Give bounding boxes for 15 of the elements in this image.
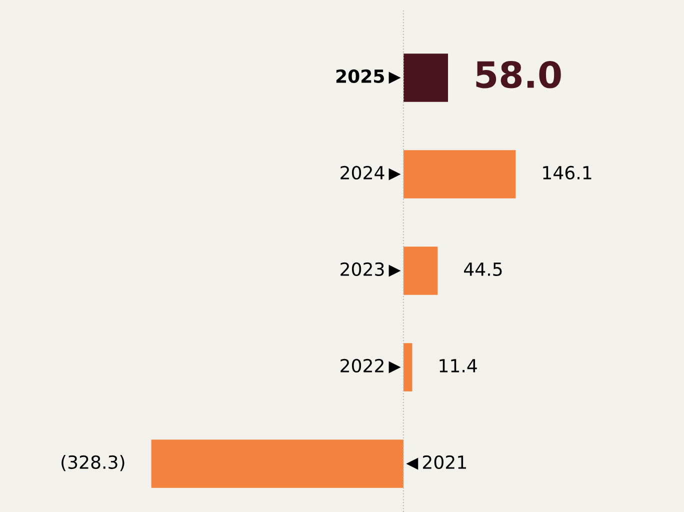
y-tick-label: 2021 — [423, 455, 466, 469]
data-label: 11.4 — [440, 359, 477, 372]
bar — [151, 440, 404, 488]
data-label: 146.1 — [543, 166, 592, 180]
data-label: 58.0 — [476, 60, 561, 88]
bar — [403, 150, 516, 198]
y-tick-label: 2023 — [340, 262, 384, 276]
data-label: (328.3) — [62, 455, 124, 472]
y-tick-label: 2025 — [336, 69, 384, 84]
data-label: 44.5 — [464, 262, 502, 276]
bar — [403, 246, 438, 295]
bar — [403, 343, 412, 392]
y-tick-label: 2022 — [340, 358, 384, 372]
bar — [403, 54, 448, 102]
y-tick-label: 2024 — [340, 166, 384, 180]
